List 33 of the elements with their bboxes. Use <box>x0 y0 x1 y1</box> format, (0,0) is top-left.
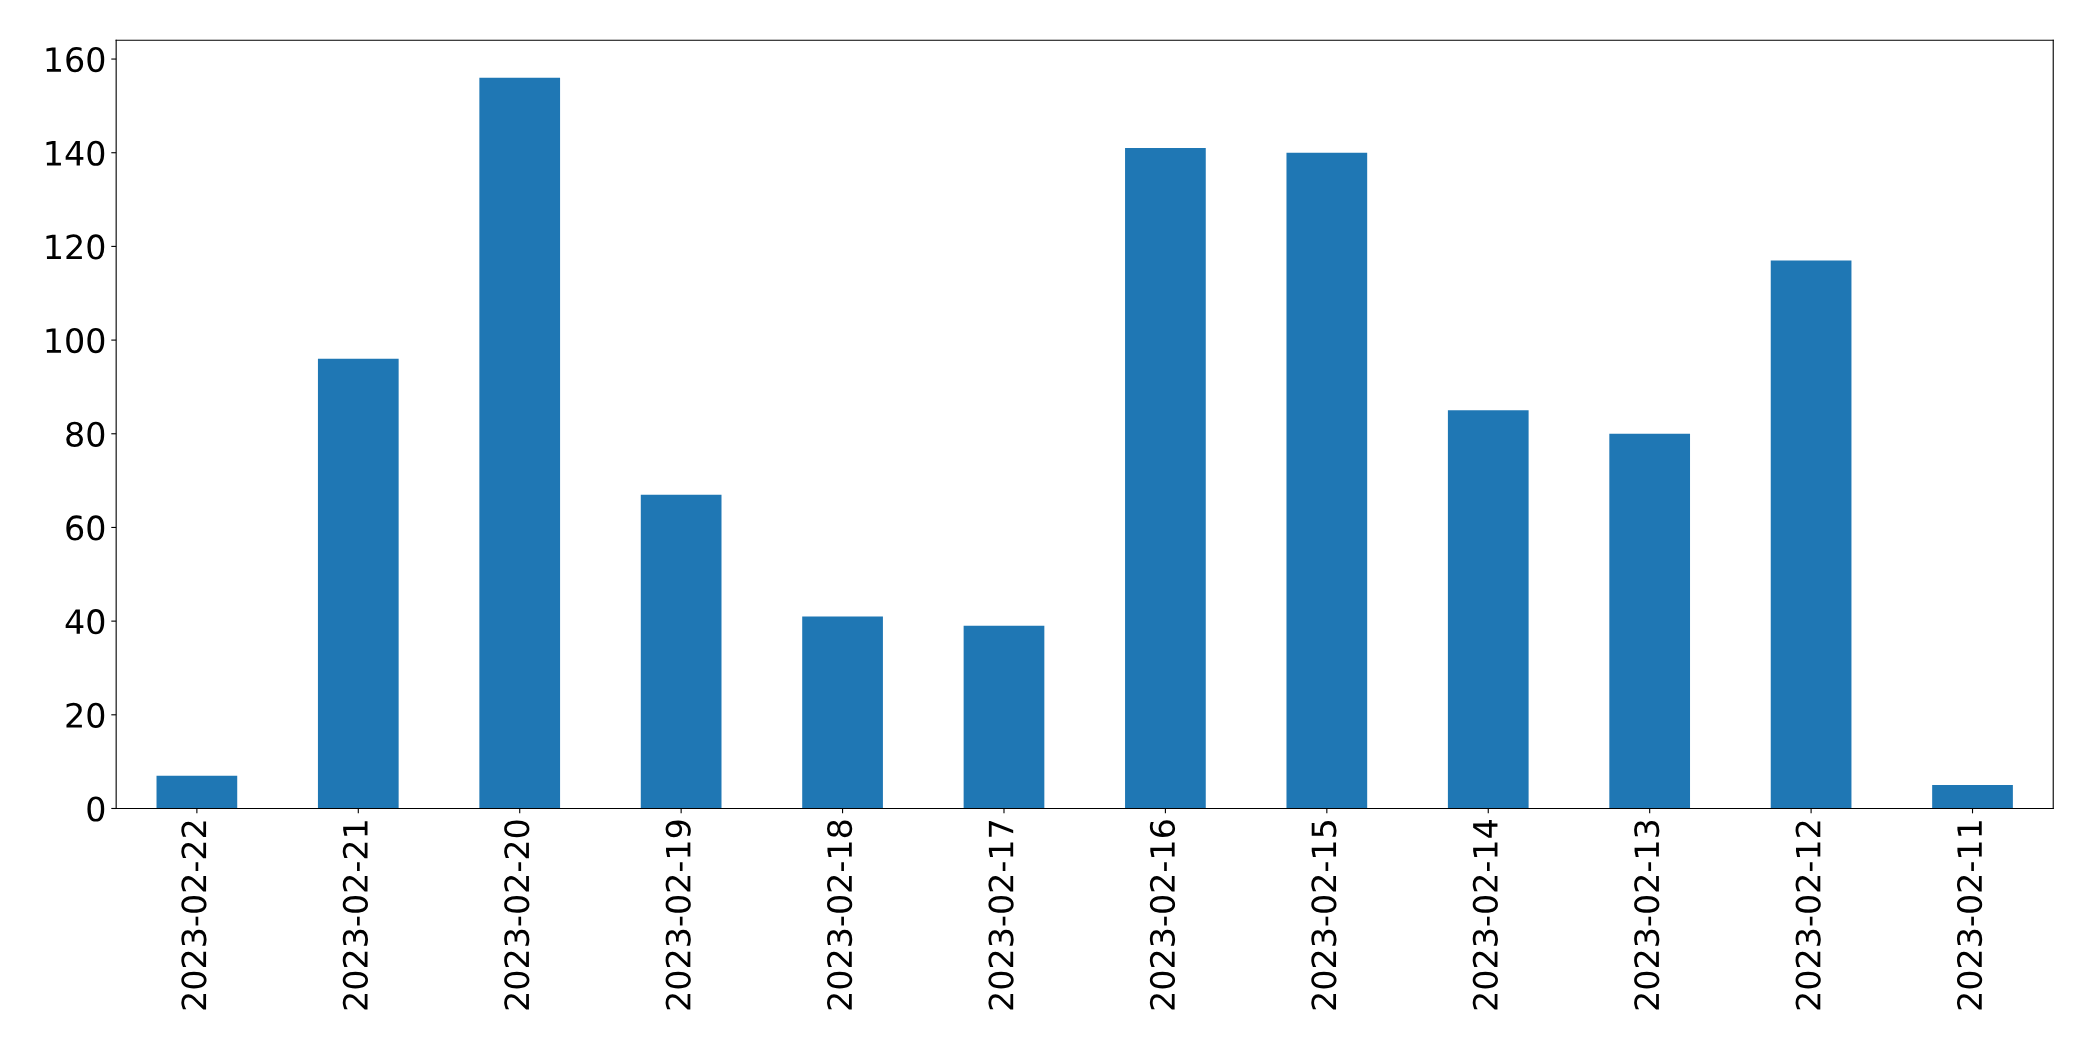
x-tick-label: 2023-02-11 <box>1956 821 1983 1010</box>
x-tick-label: 2023-02-12 <box>1795 821 1821 1010</box>
y-tick-label: 20 <box>66 702 105 728</box>
bar <box>1286 152 1368 809</box>
bar <box>1932 785 2013 809</box>
bar <box>1125 148 1206 809</box>
y-tick-label: 60 <box>66 515 105 541</box>
x-tick-label: 2023-02-16 <box>1149 820 1176 1010</box>
y-tick-label: 160 <box>46 46 105 73</box>
x-tick-label: 2023-02-22 <box>181 821 207 1010</box>
y-tick-label: 140 <box>46 140 105 166</box>
y-tick-label: 80 <box>66 421 105 447</box>
bar <box>479 77 561 809</box>
x-tick-label: 2023-02-15 <box>1311 821 1337 1010</box>
bar <box>1770 260 1852 809</box>
x-tick-label: 2023-02-18 <box>827 820 853 1010</box>
y-tick-label: 0 <box>87 796 105 822</box>
bar <box>640 494 722 809</box>
x-tick-label: 2023-02-19 <box>665 820 691 1010</box>
bar <box>802 616 883 809</box>
x-tick-label: 2023-02-13 <box>1634 820 1660 1010</box>
bar <box>156 775 238 809</box>
y-tick-label: 100 <box>46 328 105 354</box>
x-tick-label: 2023-02-17 <box>988 821 1014 1010</box>
x-tick-label: 2023-02-20 <box>504 820 530 1010</box>
bar <box>1609 433 1691 809</box>
bar <box>963 625 1045 809</box>
y-tick-label: 120 <box>46 234 105 260</box>
x-tick-label: 2023-02-14 <box>1472 820 1498 1010</box>
y-tick-label: 40 <box>65 609 105 635</box>
x-tick-label: 2023-02-21 <box>342 821 368 1010</box>
bar <box>317 358 399 809</box>
bar <box>1447 410 1529 809</box>
